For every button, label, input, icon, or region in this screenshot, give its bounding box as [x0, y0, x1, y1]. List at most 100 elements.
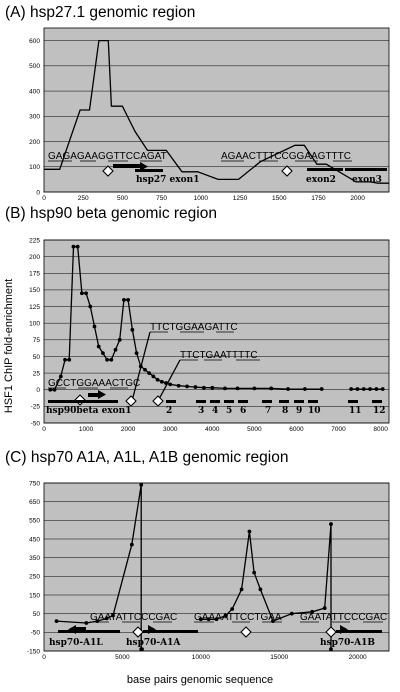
y-tick-label: 225 [29, 237, 40, 244]
panel-b-exon1-bar [88, 393, 98, 397]
data-point [84, 621, 89, 625]
panel-c-a1l-exon [76, 627, 86, 631]
data-point [147, 371, 152, 375]
x-tick-label: 3000 [163, 426, 178, 433]
panel-c-a1l-arrow-icon [68, 625, 76, 634]
data-point [235, 386, 240, 391]
panel-c-a1l-gene-bar [58, 630, 120, 633]
panel-a-x-ticks: 0 250 500 750 1000 1250 1500 1750 2000 [42, 195, 365, 202]
y-tick-label: 50 [33, 611, 41, 618]
data-point [322, 606, 327, 610]
panel-c-label-a1b: hsp70-A1B [320, 638, 375, 648]
y-tick-label: 175 [29, 271, 40, 278]
panel-b-exon-arrow-icon [98, 390, 106, 399]
data-point [71, 244, 76, 249]
panel-a-label-exon1: hsp27 exon1 [136, 175, 199, 185]
panel-b-connector-2 [157, 359, 181, 402]
panel-b-label-exon-4: 4 [212, 406, 218, 416]
panel-c-plot-area [43, 482, 390, 652]
panel-c-a1b-arrow-icon [340, 625, 348, 634]
panel-b-motif-1: TTCTGGAAGATTC [150, 322, 238, 333]
panel-c-motif-3: GAATATTCCCGAC [300, 612, 387, 623]
x-tick-label: 2000 [121, 426, 136, 433]
data-point [198, 617, 203, 622]
data-point [269, 386, 274, 391]
data-point [201, 385, 206, 390]
x-tick-label: 750 [156, 195, 167, 202]
panel-b-connector-1 [131, 331, 151, 402]
y-tick-label: 600 [29, 38, 40, 45]
y-tick-label: 150 [29, 592, 40, 599]
x-axis-label: base pairs genomic sequence [127, 674, 273, 686]
panel-a-exon3-bar [345, 168, 387, 171]
x-tick-label: 5000 [247, 426, 262, 433]
data-point [84, 291, 88, 296]
panel-b-hse-marker-2 [152, 395, 164, 407]
x-tick-label: 2000 [350, 195, 365, 202]
panel-a-exon2-bar [307, 168, 343, 171]
panel-b-label-exon-7: 7 [265, 406, 271, 416]
y-tick-label: -150 [27, 648, 40, 655]
y-tick-label: 450 [29, 536, 40, 543]
panel-c-label-a1l: hsp70-A1L [49, 638, 103, 648]
data-point [319, 387, 324, 391]
data-point [67, 357, 72, 362]
panel-b-y-ticks: -50 -25 0 25 50 75 100 125 150 175 200 225 [29, 237, 40, 427]
data-point [302, 387, 307, 391]
data-point [88, 304, 93, 309]
panel-a-exon1-arrow-icon [140, 162, 148, 171]
x-tick-label: 0 [42, 195, 46, 202]
data-point [48, 387, 53, 392]
data-point [176, 383, 181, 388]
y-tick-label: 125 [29, 304, 40, 311]
panel-b-label-exon-10: 10 [308, 406, 321, 416]
panel-b-title: (B) hsp90 beta genomic region [5, 205, 217, 222]
panel-b-label-exon-3: 3 [198, 406, 204, 416]
data-point [63, 357, 67, 362]
data-point [139, 482, 144, 487]
y-tick-label: 100 [29, 164, 40, 171]
panel-b-label-exon-5: 5 [226, 406, 232, 416]
data-point [355, 387, 360, 391]
y-tick-label: 200 [29, 254, 40, 261]
data-point [374, 387, 379, 391]
panel-c-motif-2: GAAAATTCCTGAA [194, 612, 282, 623]
data-point [252, 386, 257, 391]
y-tick-label: 550 [29, 518, 40, 525]
x-tick-label: 1000 [194, 195, 209, 202]
data-point [368, 387, 372, 391]
data-point [134, 351, 139, 356]
x-tick-label: 1000 [79, 426, 94, 433]
data-point [239, 587, 244, 592]
panel-b-label-exon-2: 2 [166, 406, 172, 416]
panel-c-label-a1a: hsp70-A1A [126, 638, 181, 648]
data-point [58, 374, 63, 379]
data-point [286, 387, 290, 391]
y-tick-label: 25 [33, 370, 41, 377]
panel-b-exon-bars [166, 400, 382, 403]
panel-a-motif-2: AGAACTTTCCGGAAGTTTC [221, 151, 351, 162]
panel-c-hse-marker [240, 626, 252, 638]
x-tick-label: 250 [78, 195, 89, 202]
panel-a-label-exon2: exon2 [306, 175, 336, 185]
y-tick-label: 500 [29, 63, 40, 70]
panel-b: (B) hsp90 beta genomic region -50-250255… [5, 205, 390, 433]
data-point [193, 385, 198, 389]
y-axis-label: HSF1 ChIP fold-enrichment [3, 279, 15, 413]
x-tick-label: 0 [42, 426, 46, 433]
panel-b-motif-3: GCCTGGAAACTGC [48, 378, 140, 389]
panel-a-tss-marker-2 [281, 165, 293, 177]
panel-b-label-exon-8: 8 [282, 406, 288, 416]
panel-a-plot-area [43, 27, 390, 193]
data-point [224, 613, 228, 618]
data-point [247, 529, 252, 534]
x-tick-label: 500 [117, 195, 128, 202]
data-point [54, 619, 59, 624]
panel-b-label-exon-11: 11 [349, 406, 362, 416]
data-point [155, 377, 160, 382]
data-point [361, 387, 366, 391]
data-point [380, 387, 385, 391]
data-point [109, 357, 114, 362]
x-tick-label: 15000 [270, 654, 288, 661]
data-point [349, 387, 354, 391]
